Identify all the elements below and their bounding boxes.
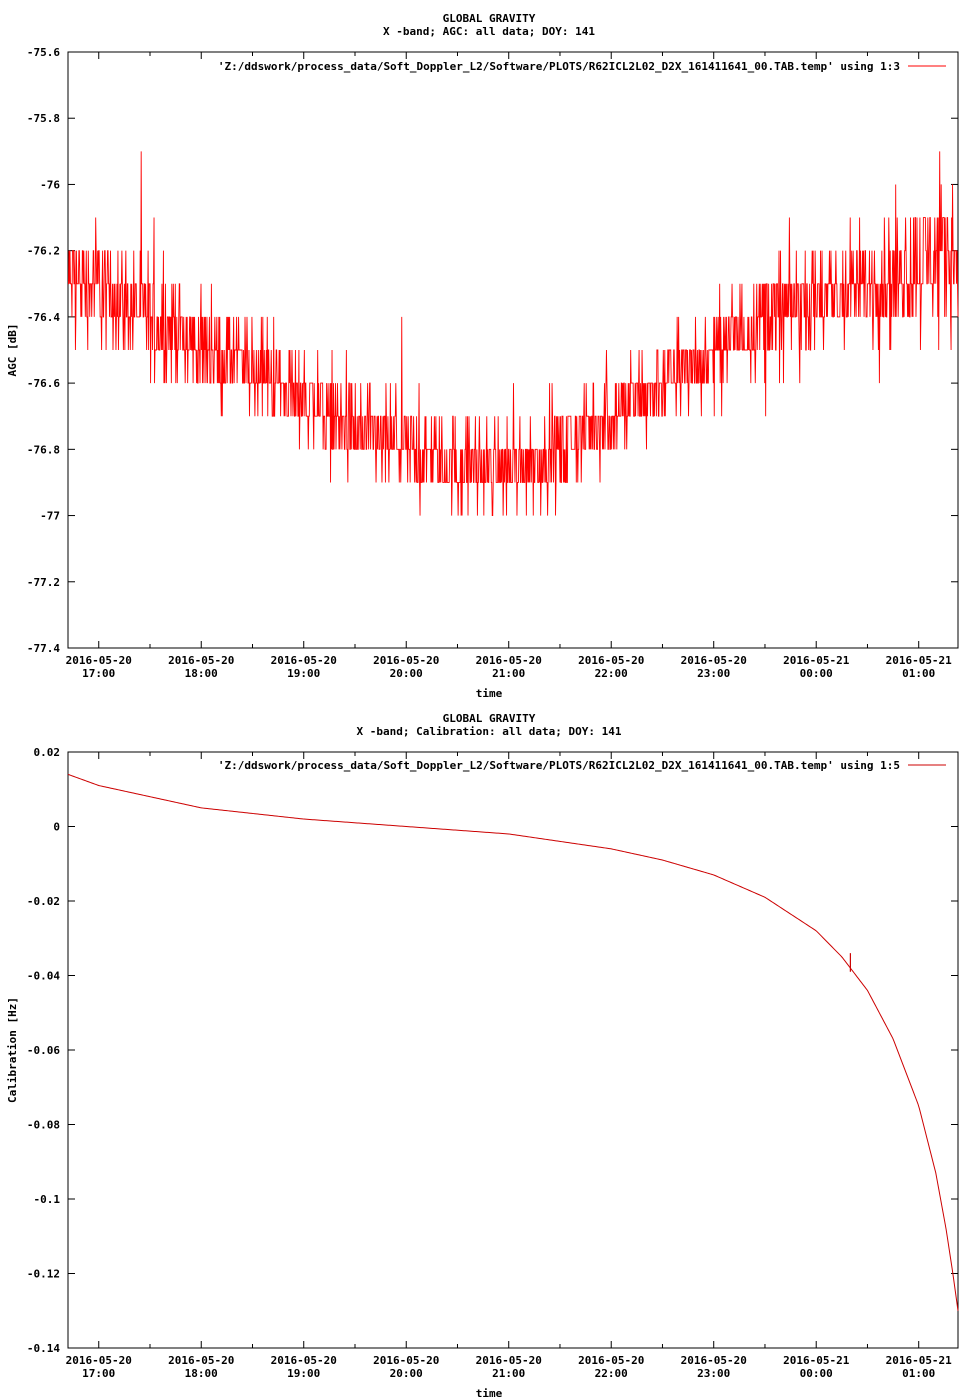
chart2-x-tick-date: 2016-05-20 [271, 1354, 337, 1367]
chart2-x-tick-time: 19:00 [287, 1367, 320, 1380]
chart2-x-tick-time: 01:00 [902, 1367, 935, 1380]
chart1-y-tick-label: -77.4 [27, 642, 60, 655]
chart2-series-line [67, 773, 959, 1311]
chart1-x-tick-date: 2016-05-21 [783, 654, 850, 667]
chart1-x-tick-date: 2016-05-20 [373, 654, 439, 667]
chart1-plot-frame [67, 51, 959, 649]
chart2-y-axis-label: Calibration [Hz] [6, 997, 19, 1103]
chart2-x-tick-date: 2016-05-20 [66, 1354, 132, 1367]
chart1-y-tick-label: -76 [40, 178, 60, 191]
chart2-x-axis-label: time [476, 1387, 503, 1400]
chart2-y-tick-label: -0.14 [27, 1342, 60, 1355]
chart1-y-axis-label: AGC [dB] [6, 324, 19, 377]
chart1-x-tick-time: 00:00 [800, 667, 833, 680]
chart1-y-tick-label: -75.6 [27, 46, 60, 59]
chart1-x-tick-date: 2016-05-20 [681, 654, 747, 667]
chart1-x-tick-time: 19:00 [287, 667, 320, 680]
chart2-y-tick-label: -0.06 [27, 1044, 60, 1057]
chart2-x-tick-date: 2016-05-20 [476, 1354, 542, 1367]
chart1-x-tick-date: 2016-05-20 [476, 654, 542, 667]
chart1-x-axis-label: time [476, 687, 503, 700]
chart1-x-tick-date: 2016-05-21 [886, 654, 953, 667]
chart2-x-tick-time: 23:00 [697, 1367, 730, 1380]
chart2-subtitle: X -band; Calibration: all data; DOY: 141 [357, 725, 622, 738]
chart2-y-tick-label: -0.02 [27, 895, 60, 908]
chart2-x-tick-time: 00:00 [800, 1367, 833, 1380]
chart1-x-tick-time: 23:00 [697, 667, 730, 680]
chart1-y-tick-label: -76.8 [27, 443, 60, 456]
chart2-x-tick-time: 20:00 [390, 1367, 423, 1380]
chart2-x-tick-time: 18:00 [185, 1367, 218, 1380]
chart2-x-tick-time: 21:00 [492, 1367, 525, 1380]
chart1-y-tick-label: -76.4 [27, 311, 60, 324]
chart2-x-tick-date: 2016-05-20 [168, 1354, 234, 1367]
chart1-x-tick-time: 17:00 [82, 667, 115, 680]
chart1-x-tick-time: 20:00 [390, 667, 423, 680]
chart1-subtitle: X -band; AGC: all data; DOY: 141 [383, 25, 595, 38]
chart2-legend-label: 'Z:/ddswork/process_data/Soft_Doppler_L2… [218, 759, 900, 772]
chart2-x-tick-date: 2016-05-21 [783, 1354, 850, 1367]
chart1-x-tick-time: 22:00 [595, 667, 628, 680]
chart1-x-tick-date: 2016-05-20 [66, 654, 132, 667]
chart2-plot-frame [67, 751, 959, 1349]
chart1-y-tick-label: -77 [40, 510, 60, 523]
chart2-y-tick-label: -0.04 [27, 970, 60, 983]
chart1-y-tick-label: -75.8 [27, 112, 60, 125]
chart1-title: GLOBAL GRAVITY [443, 12, 536, 25]
chart1-x-tick-date: 2016-05-20 [271, 654, 337, 667]
chart2-x-tick-time: 22:00 [595, 1367, 628, 1380]
chart1-y-tick-label: -77.2 [27, 576, 60, 589]
chart1-series-line [68, 151, 959, 517]
chart1-x-tick-time: 01:00 [902, 667, 935, 680]
chart1-y-tick-label: -76.2 [27, 245, 60, 258]
chart2-y-tick-label: -0.12 [27, 1268, 60, 1281]
chart2-x-tick-date: 2016-05-20 [373, 1354, 439, 1367]
chart2-x-tick-date: 2016-05-20 [578, 1354, 644, 1367]
chart2-y-tick-label: -0.1 [34, 1193, 61, 1206]
chart2-y-tick-label: 0 [53, 821, 60, 834]
chart1-x-tick-date: 2016-05-20 [578, 654, 644, 667]
chart1-y-tick-label: -76.6 [27, 377, 60, 390]
chart2-title: GLOBAL GRAVITY [443, 712, 536, 725]
chart1-x-tick-date: 2016-05-20 [168, 654, 234, 667]
chart1-x-tick-time: 21:00 [492, 667, 525, 680]
chart2-x-tick-date: 2016-05-20 [681, 1354, 747, 1367]
chart1-legend-label: 'Z:/ddswork/process_data/Soft_Doppler_L2… [218, 60, 900, 73]
chart2-y-tick-label: -0.08 [27, 1119, 60, 1132]
chart1-x-tick-time: 18:00 [185, 667, 218, 680]
chart2-x-tick-date: 2016-05-21 [886, 1354, 953, 1367]
chart2-x-tick-time: 17:00 [82, 1367, 115, 1380]
chart2-y-tick-label: 0.02 [34, 746, 61, 759]
